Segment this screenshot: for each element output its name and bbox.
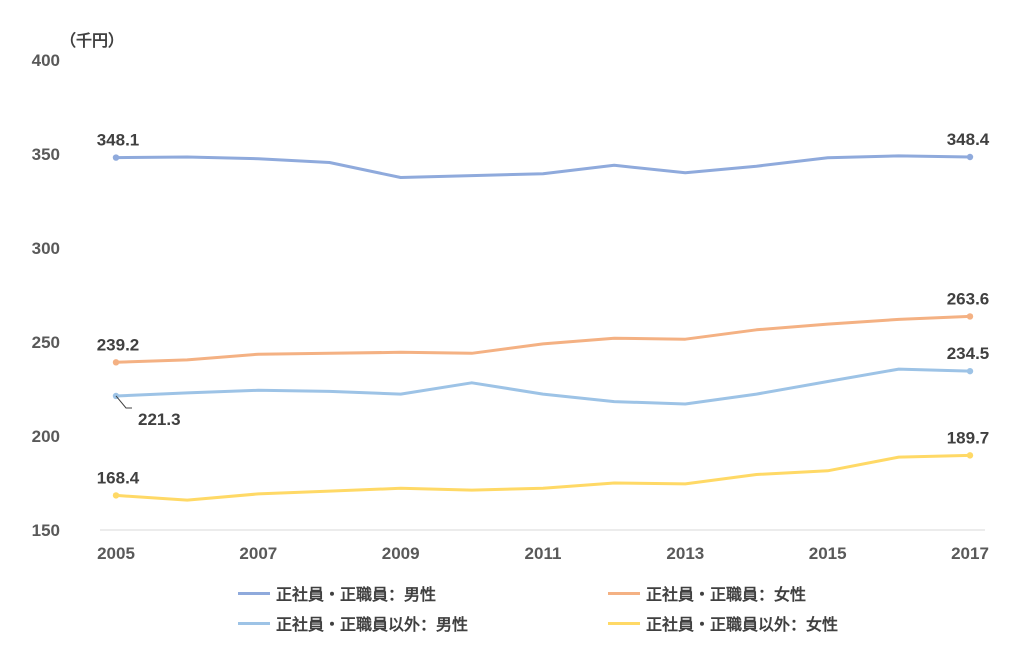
y-axis-unit-label: （千円） — [60, 31, 124, 50]
data-label: 234.5 — [947, 344, 990, 363]
x-tick-label: 2007 — [239, 544, 277, 563]
legend-label: 正社員・正職員以外：男性 — [276, 615, 469, 634]
x-tick-label: 2009 — [382, 544, 420, 563]
data-label: 189.7 — [947, 428, 990, 447]
x-tick-label: 2015 — [809, 544, 847, 563]
x-tick-label: 2005 — [97, 544, 135, 563]
data-label: 348.4 — [947, 130, 990, 149]
series-line-3 — [114, 453, 972, 502]
label-leader-line — [115, 395, 132, 409]
series-line-0 — [114, 154, 972, 179]
legend-label: 正社員・正職員以外：女性 — [646, 615, 839, 634]
y-tick-label: 350 — [32, 145, 60, 164]
y-axis-ticks: 150 200 250 300 350 400 — [32, 51, 60, 540]
x-tick-label: 2011 — [525, 544, 562, 563]
legend-label: 正社員・正職員：男性 — [276, 585, 437, 604]
data-point — [112, 154, 120, 161]
data-point — [966, 153, 974, 161]
legend-label: 正社員・正職員：女性 — [646, 585, 807, 604]
series-line-1 — [114, 314, 972, 364]
legend-item-nonregular-female: 正社員・正職員以外：女性 — [608, 611, 838, 635]
y-tick-label: 250 — [32, 333, 60, 352]
legend-item-regular-female: 正社員・正職員：女性 — [608, 581, 806, 605]
y-tick-label: 400 — [32, 51, 60, 70]
data-label: 348.1 — [97, 131, 140, 150]
y-tick-label: 200 — [32, 427, 60, 446]
x-axis-ticks: 2005 2007 2009 2011 2013 2015 2017 — [97, 544, 989, 563]
data-label: 168.4 — [97, 468, 140, 487]
data-label: 221.3 — [138, 410, 181, 429]
data-point — [112, 492, 120, 499]
data-point — [966, 452, 974, 459]
data-point — [112, 359, 120, 366]
legend-swatch — [608, 591, 640, 595]
data-label: 263.6 — [947, 289, 990, 308]
legend-item-regular-male: 正社員・正職員：男性 — [238, 581, 436, 605]
series-line-2 — [114, 367, 972, 406]
data-point — [966, 367, 974, 375]
y-tick-label: 300 — [32, 239, 60, 258]
x-tick-label: 2017 — [951, 544, 989, 563]
legend-swatch — [238, 621, 270, 625]
x-tick-label: 2013 — [666, 544, 704, 563]
data-point — [966, 313, 974, 320]
legend-swatch — [238, 591, 270, 595]
data-label: 239.2 — [97, 335, 140, 354]
y-tick-label: 150 — [32, 521, 60, 540]
legend-item-nonregular-male: 正社員・正職員以外：男性 — [238, 611, 468, 635]
data-labels: 348.1 348.4 239.2 263.6 221.3 234.5 168.4 189.7 — [97, 130, 990, 487]
legend-swatch — [608, 621, 640, 625]
series-lines — [112, 153, 974, 502]
